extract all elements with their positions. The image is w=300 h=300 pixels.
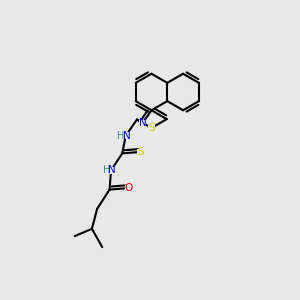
Text: N: N (123, 131, 131, 141)
Text: O: O (124, 183, 133, 193)
Text: S: S (138, 147, 144, 157)
Text: N: N (139, 118, 147, 128)
Bar (139, 120, 146, 126)
Text: H: H (103, 166, 110, 176)
Text: H: H (117, 131, 125, 141)
Text: S: S (148, 123, 155, 133)
Bar (105, 167, 117, 174)
Text: N: N (108, 166, 116, 176)
Bar (137, 149, 144, 155)
Bar (120, 133, 132, 139)
Bar (148, 125, 155, 131)
Bar (124, 185, 131, 191)
